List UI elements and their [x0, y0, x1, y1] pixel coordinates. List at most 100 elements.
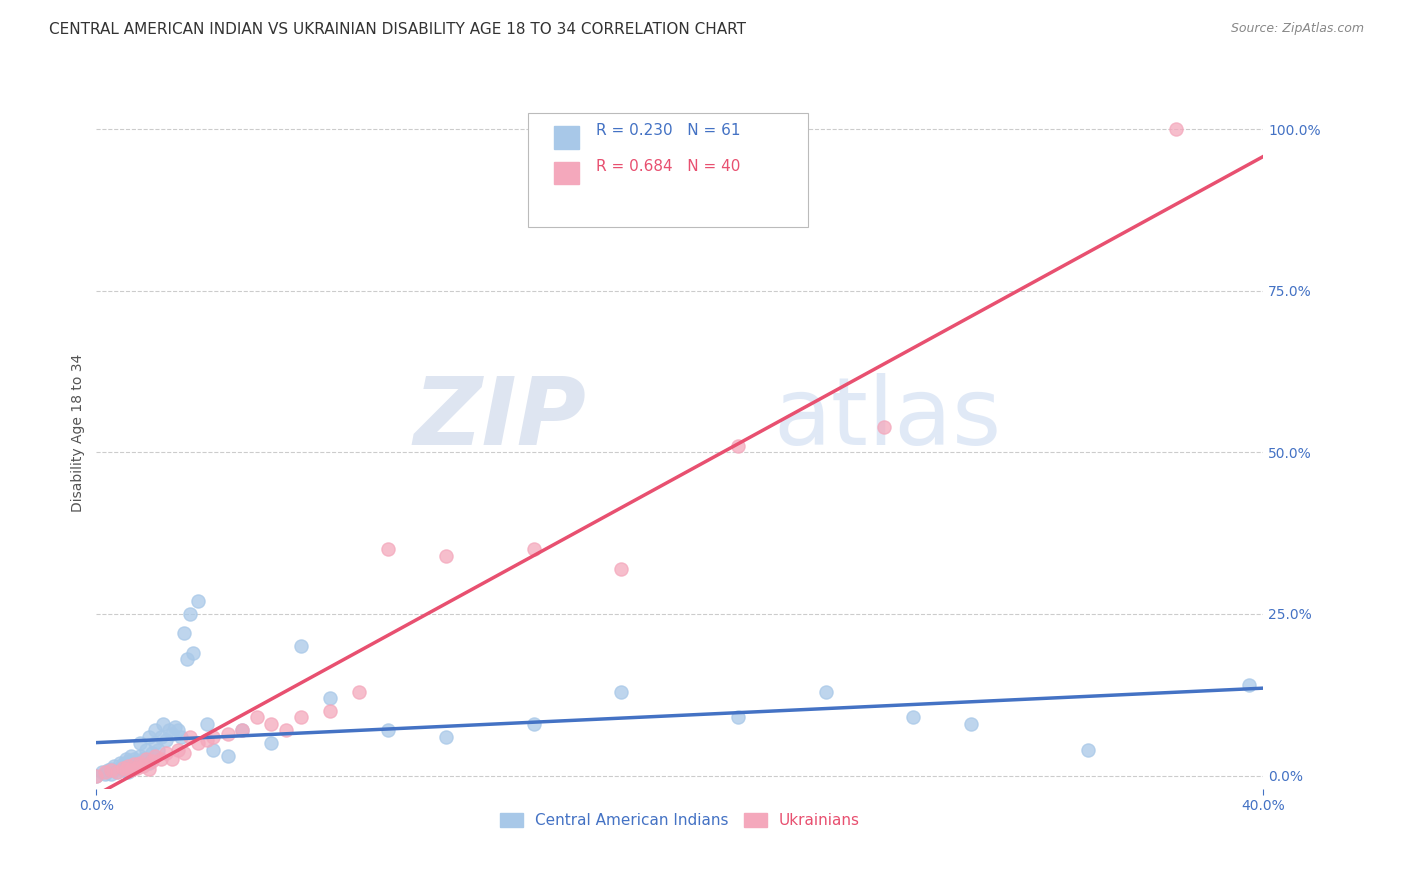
Point [727, 439, 749, 453]
Point [231, 723, 253, 738]
Point [138, 756, 160, 770]
Point [319, 691, 342, 706]
Point [108, 761, 131, 775]
Point [176, 652, 198, 666]
Point [100, 762, 122, 776]
Point [523, 717, 546, 731]
Point [274, 723, 297, 738]
Text: R = 0.230   N = 61: R = 0.230 N = 61 [596, 123, 741, 138]
Point [138, 762, 160, 776]
Point [129, 736, 152, 750]
Point [117, 759, 139, 773]
Point [143, 736, 166, 750]
Point [610, 684, 633, 698]
Point [114, 752, 136, 766]
Point [86, 769, 108, 783]
Point [143, 723, 166, 738]
Point [149, 730, 172, 744]
Point [217, 726, 239, 740]
Point [290, 710, 312, 724]
Point [146, 743, 169, 757]
Point [187, 594, 209, 608]
Point [86, 769, 108, 783]
Point [179, 607, 201, 621]
Point [117, 755, 139, 769]
Point [100, 764, 122, 778]
Point [124, 761, 146, 775]
Point [319, 704, 342, 718]
Point [160, 752, 183, 766]
Point [132, 759, 155, 773]
Point [167, 723, 190, 738]
Y-axis label: Disability Age 18 to 34: Disability Age 18 to 34 [72, 354, 86, 512]
Point [173, 746, 195, 760]
Point [167, 743, 190, 757]
Point [141, 746, 163, 760]
Point [160, 726, 183, 740]
Point [523, 542, 546, 557]
Point [901, 710, 924, 724]
Point [149, 752, 172, 766]
Text: CENTRAL AMERICAN INDIAN VS UKRAINIAN DISABILITY AGE 18 TO 34 CORRELATION CHART: CENTRAL AMERICAN INDIAN VS UKRAINIAN DIS… [49, 22, 747, 37]
Point [202, 730, 225, 744]
Point [103, 759, 125, 773]
Point [187, 736, 209, 750]
Point [117, 765, 139, 780]
Text: ZIP: ZIP [413, 373, 586, 465]
Point [170, 730, 193, 744]
Point [111, 764, 134, 778]
Point [127, 756, 149, 770]
Point [436, 549, 458, 563]
Point [94, 766, 117, 780]
Point [157, 723, 180, 738]
Point [111, 761, 134, 775]
Point [260, 736, 283, 750]
Point [1237, 678, 1260, 692]
Point [1164, 122, 1187, 136]
Point [347, 684, 370, 698]
Point [114, 762, 136, 776]
Point [135, 743, 157, 757]
Point [132, 752, 155, 766]
Point [217, 749, 239, 764]
Point [120, 759, 142, 773]
Point [173, 626, 195, 640]
Point [105, 765, 128, 780]
Point [246, 710, 269, 724]
FancyBboxPatch shape [554, 126, 579, 149]
Point [1077, 743, 1099, 757]
Legend: Central American Indians, Ukrainians: Central American Indians, Ukrainians [494, 807, 866, 834]
Point [202, 743, 225, 757]
Point [129, 749, 152, 764]
Point [97, 764, 120, 778]
Point [91, 765, 114, 780]
Point [377, 723, 399, 738]
Point [181, 646, 204, 660]
Point [195, 717, 218, 731]
Point [120, 749, 142, 764]
Point [195, 733, 218, 747]
Point [231, 723, 253, 738]
Point [111, 756, 134, 771]
Point [155, 733, 177, 747]
Point [155, 746, 177, 760]
Point [141, 755, 163, 769]
Point [100, 766, 122, 780]
Point [138, 730, 160, 744]
Point [152, 717, 174, 731]
Point [179, 730, 201, 744]
FancyBboxPatch shape [554, 161, 579, 184]
Point [129, 756, 152, 770]
Point [114, 762, 136, 776]
Point [873, 419, 896, 434]
Point [260, 717, 283, 731]
Point [610, 562, 633, 576]
Point [290, 640, 312, 654]
Point [377, 542, 399, 557]
Point [727, 710, 749, 724]
FancyBboxPatch shape [529, 113, 808, 227]
Point [165, 720, 187, 734]
Point [814, 684, 837, 698]
Point [108, 756, 131, 770]
Point [124, 756, 146, 771]
